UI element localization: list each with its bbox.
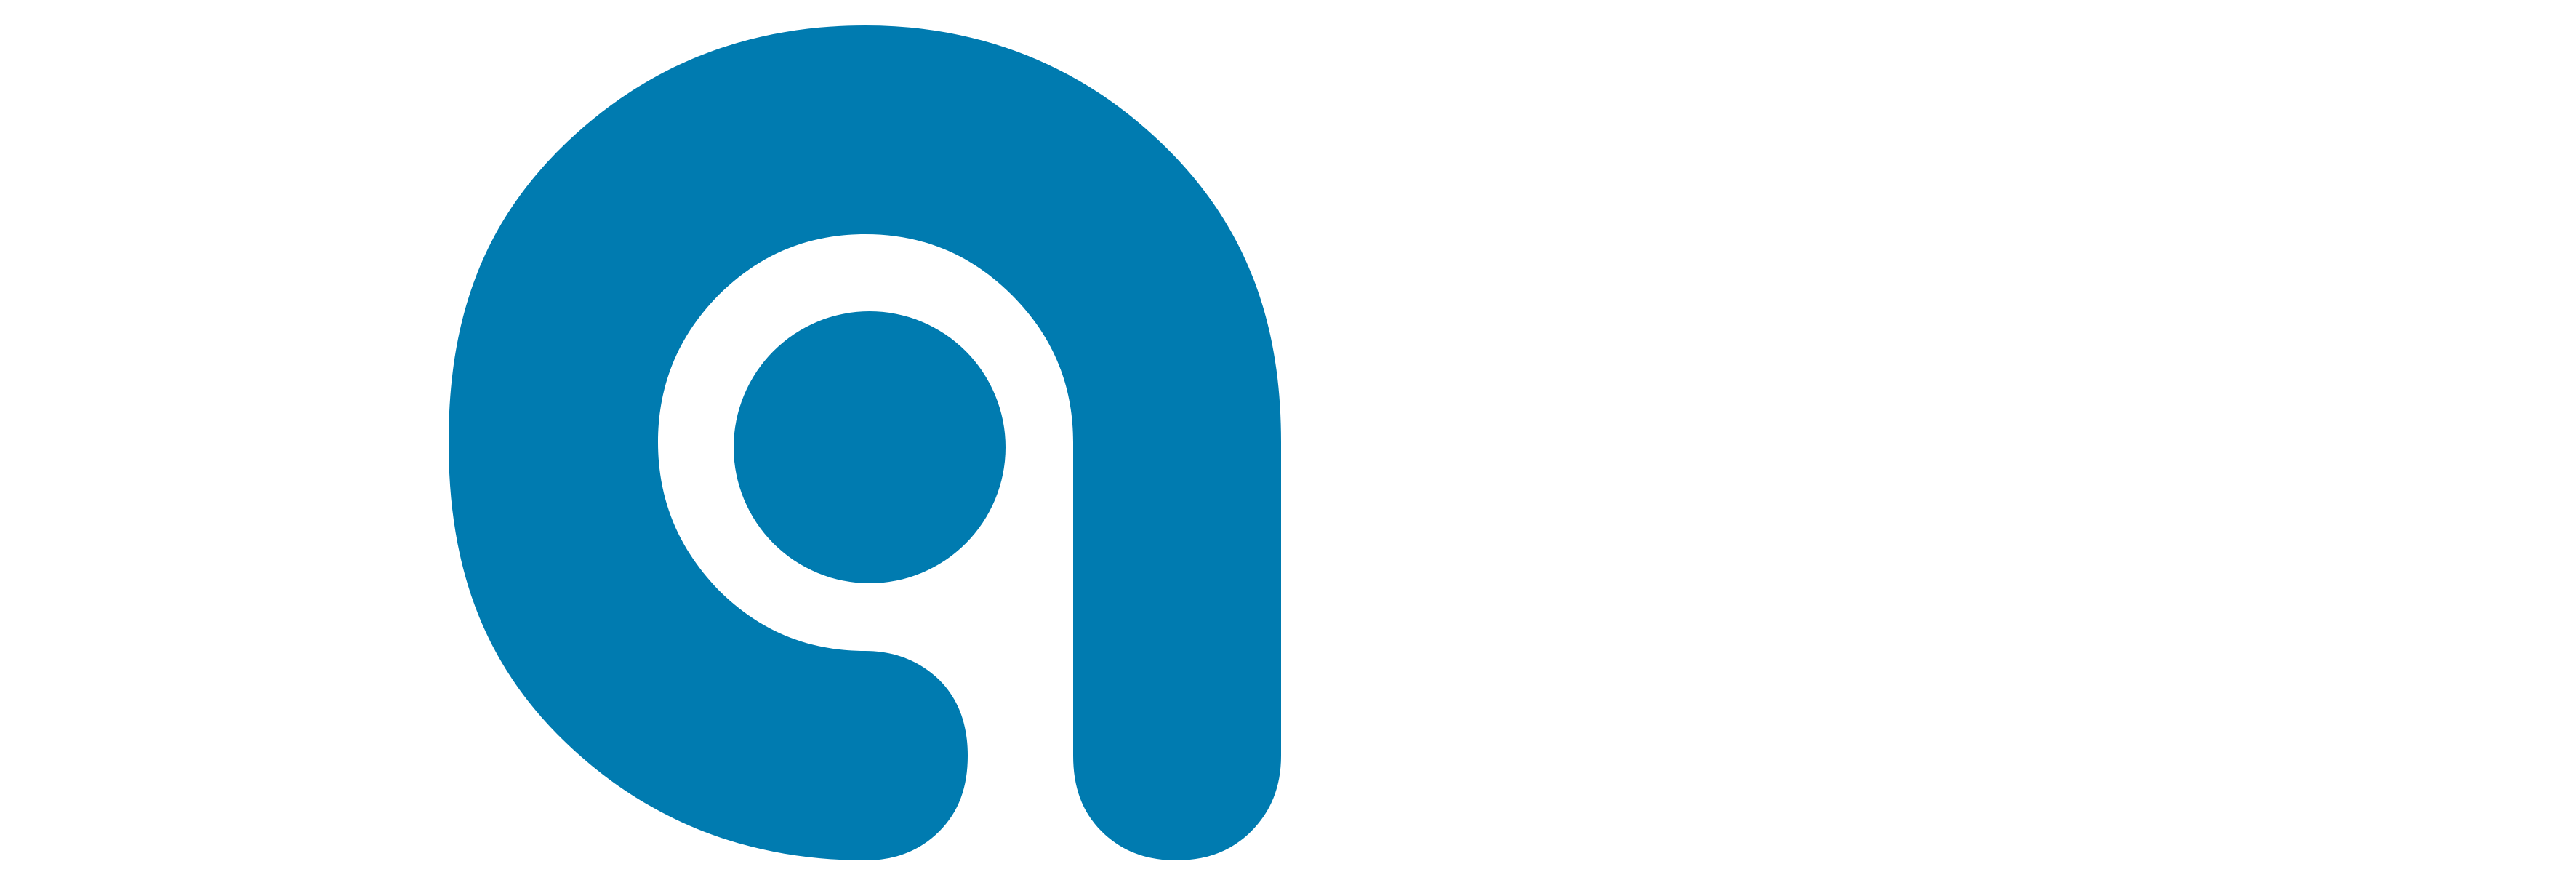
logo-a-inner-dot [734, 311, 1006, 583]
logo-a-outer-shape [449, 25, 1281, 860]
